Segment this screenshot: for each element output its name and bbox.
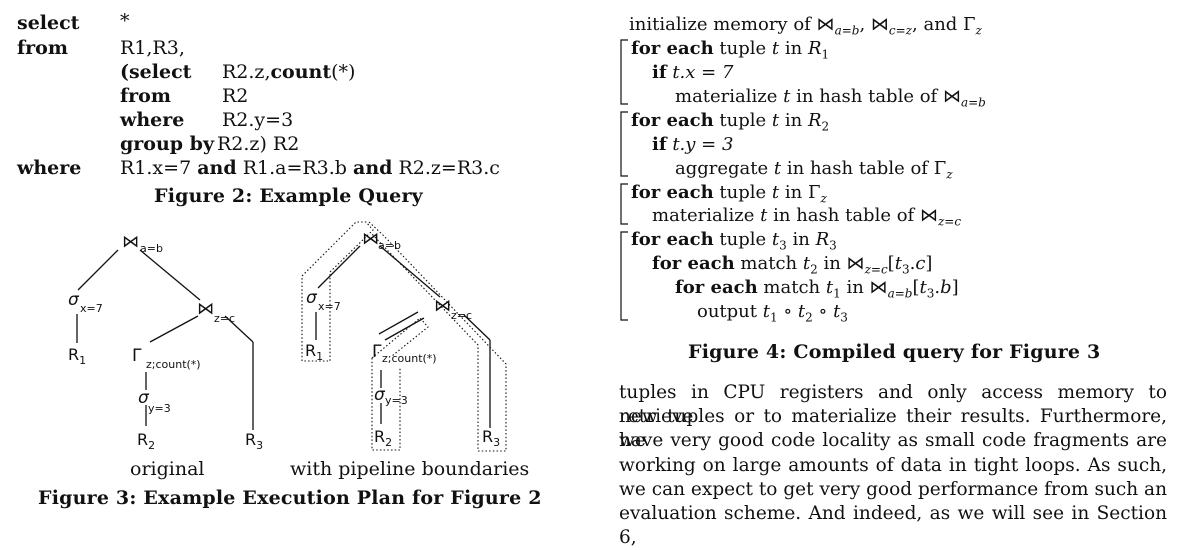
edge-p-join-zc-to-gamma-a: [384, 317, 425, 341]
figure-4-caption: Figure 4: Compiled query for Figure 3: [688, 341, 1101, 363]
edge-join-ab-to-join-zc: [139, 249, 201, 301]
alg-line-for-r2: for each tuple t in R2: [631, 110, 830, 134]
p-gamma-subscript: z;count(*): [382, 352, 437, 365]
r1-label: R1: [68, 345, 86, 367]
edge-p-join-zc-to-gamma-b: [378, 311, 419, 335]
execution-plan-diagram: ⋈ a=b σ x=7 ⋈ z=c R1 Γ z;count(*) σ y=3 …: [68, 221, 507, 452]
alg-line-materialize-zc: materialize t in hash table of ⋈z=c: [652, 205, 962, 229]
p-gamma-symbol: Γ: [372, 342, 382, 362]
p-sigma-x-subscript: x=7: [318, 300, 341, 313]
sigma-x-symbol: σ: [68, 290, 80, 310]
join-zc-symbol: ⋈: [197, 299, 214, 319]
paragraph-line: have very good code locality as small co…: [619, 430, 1167, 452]
plan-original-label: original: [130, 458, 205, 480]
query-from-keyword: from: [17, 37, 68, 59]
p-sigma-y-subscript: y=3: [385, 394, 408, 407]
p-join-ab-subscript: a=b: [378, 239, 401, 252]
sigma-y-subscript: y=3: [148, 402, 171, 415]
query-subfrom-keyword: from: [120, 85, 171, 107]
plan-pipeline-label: with pipeline boundaries: [290, 458, 530, 480]
paragraph-line: tuples in CPU registers and only access …: [619, 382, 1167, 428]
join-zc-subscript: z=c: [214, 312, 235, 325]
query-select-value: *: [120, 10, 130, 32]
gamma-subscript: z;count(*): [146, 358, 201, 371]
paragraph-line: new tuples or to materialize their resul…: [619, 406, 1167, 452]
query-from-value: R1,R3,: [120, 37, 185, 59]
p-join-zc-symbol: ⋈: [434, 296, 451, 316]
pipeline-boundaries: [301, 221, 507, 452]
edge-join-zc-to-gamma: [149, 315, 199, 343]
pipeline-plan-tree: [315, 245, 491, 428]
p-r3-label: R3: [482, 427, 500, 449]
join-ab-symbol: ⋈: [122, 232, 139, 252]
p-r2-label: R2: [374, 427, 392, 449]
p-sigma-y-symbol: σ: [374, 385, 386, 405]
r3-label: R3: [245, 430, 263, 452]
edge-p-join-ab-to-sigma-x: [317, 245, 361, 289]
query-subwhere-value: R2.y=3: [222, 109, 294, 131]
body-paragraph: tuples in CPU registers and only access …: [619, 381, 1167, 549]
sigma-y-symbol: σ: [138, 388, 150, 408]
query-subwhere-keyword: where: [120, 109, 185, 131]
alg-line-for-gamma: for each tuple t in Γz: [631, 182, 827, 206]
sigma-x-subscript: x=7: [80, 302, 103, 315]
query-subfrom-value: R2: [222, 85, 249, 107]
alg-line-if-x: if t.x = 7: [652, 62, 734, 83]
join-ab-subscript: a=b: [140, 242, 163, 255]
query-where-keyword: where: [17, 157, 82, 179]
query-groupby-keyword: group by: [120, 133, 215, 155]
edge-join-zc-to-r3-upper: [224, 315, 254, 343]
p-join-zc-subscript: z=c: [451, 309, 472, 322]
gamma-symbol: Γ: [132, 346, 142, 366]
pipeline-boundary-right: [368, 221, 507, 452]
query-select-keyword: select: [17, 12, 80, 34]
alg-line-match-t1: for each match t1 in ⋈a=b[t3.b]: [675, 277, 959, 301]
alg-line-if-y: if t.y = 3: [652, 134, 734, 155]
figure-3-caption: Figure 3: Example Execution Plan for Fig…: [38, 487, 542, 509]
p-join-ab-symbol: ⋈: [362, 229, 379, 249]
figure-2-caption: Figure 2: Example Query: [154, 185, 423, 207]
edge-p-join-zc-to-r3-upper: [463, 314, 491, 341]
alg-line-output: output t1 ∘ t2 ∘ t3: [697, 301, 848, 325]
pipeline-plan-labels: ⋈ a=b σ x=7 ⋈ z=c R1 Γ z;count(*) σ y=3 …: [305, 229, 500, 449]
paragraph-line: evaluation scheme. And indeed, as we wil…: [619, 502, 1167, 549]
paragraph-line: working on large amounts of data in tigh…: [619, 454, 1167, 476]
query-where-value: R1.x=7 and R1.a=R3.b and R2.z=R3.c: [120, 157, 500, 179]
alg-line-for-r3: for each tuple t3 in R3: [631, 229, 837, 253]
query-groupby-value: R2.z) R2: [217, 133, 300, 155]
original-plan-tree: [76, 249, 254, 430]
alg-line-aggregate: aggregate t in hash table of Γz: [675, 158, 953, 182]
alg-line-for-r1: for each tuple t in R1: [631, 38, 830, 62]
p-sigma-x-symbol: σ: [306, 288, 318, 308]
edge-join-ab-to-sigma-x: [77, 249, 119, 291]
pipeline-boundary-bottom-top: [371, 317, 429, 359]
r2-label: R2: [137, 430, 155, 452]
query-subselect-keyword: (select: [120, 61, 192, 83]
query-subselect-value: R2.z,count(*): [222, 61, 356, 83]
paragraph-line: we can expect to get very good performan…: [619, 478, 1167, 500]
alg-line-match-t2: for each match t2 in ⋈z=c[t3.c]: [652, 253, 933, 277]
alg-line-materialize-ab: materialize t in hash table of ⋈a=b: [675, 86, 986, 110]
original-plan-labels: ⋈ a=b σ x=7 ⋈ z=c R1 Γ z;count(*) σ y=3 …: [68, 232, 263, 452]
alg-line-init: initialize memory of ⋈a=b, ⋈c=z, and Γz: [629, 14, 982, 38]
p-r1-label: R1: [305, 341, 323, 363]
edge-p-join-ab-to-join-zc: [379, 245, 441, 298]
algorithm-brackets: [620, 39, 628, 321]
